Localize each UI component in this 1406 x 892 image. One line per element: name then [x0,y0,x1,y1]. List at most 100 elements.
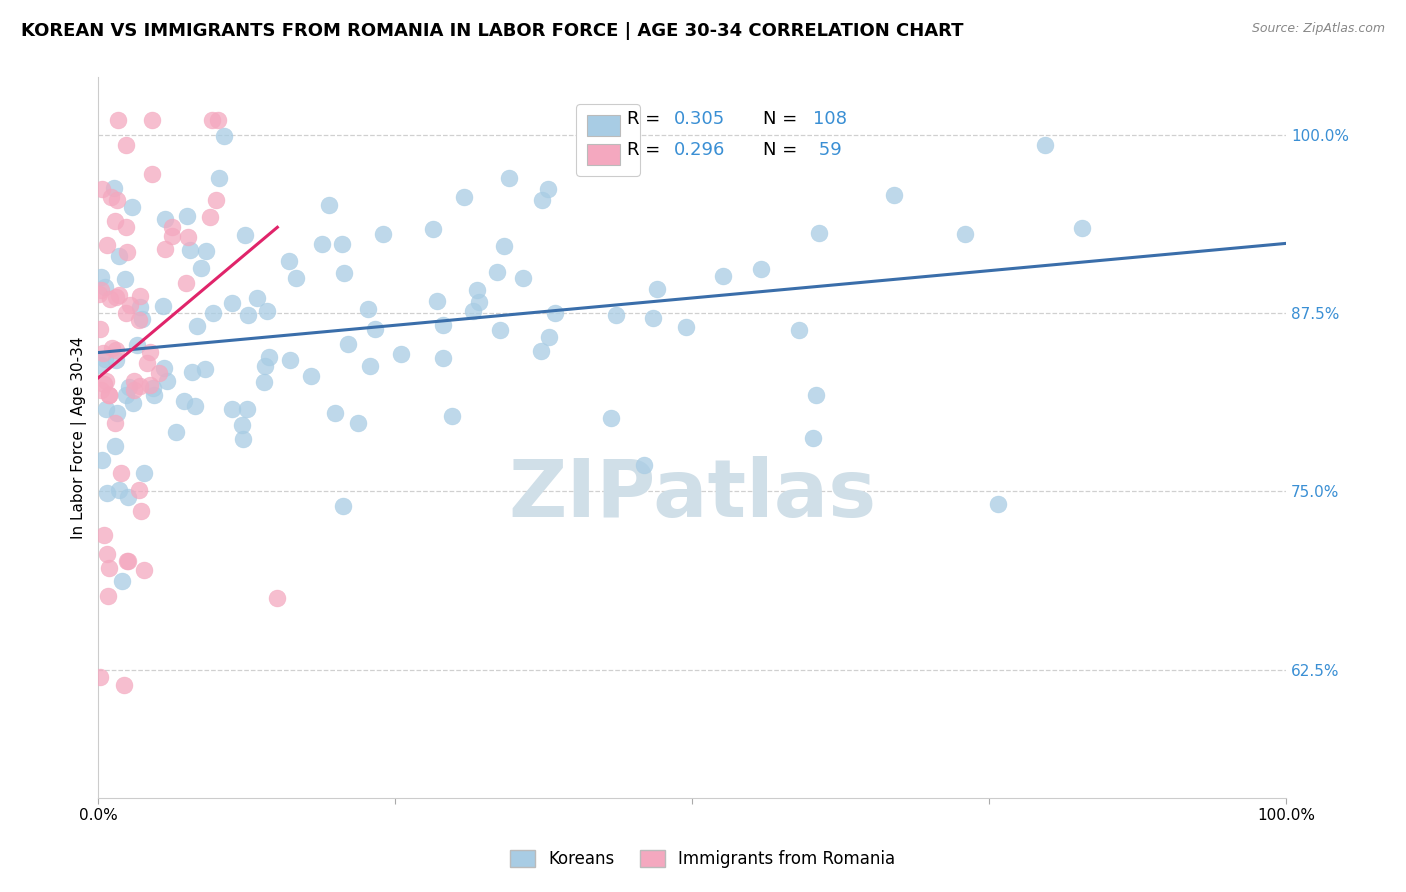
Point [201,306,224,320]
Point [136,356,159,370]
Text: 108: 108 [813,111,848,128]
Point [177,230,200,244]
Point [121,200,143,214]
Point [94,280,117,294]
Point [114,387,136,401]
Point [103,180,125,194]
Point [311,237,333,252]
Point [432,318,454,332]
Point [221,401,243,416]
Text: R =: R = [627,141,666,159]
Point [117,554,139,568]
Point [153,242,176,256]
Point [90,358,112,372]
Text: R =: R = [627,111,666,128]
Point [173,393,195,408]
Point [129,504,152,518]
Point [105,406,128,420]
Point [181,365,204,379]
Point [120,298,142,312]
Point [142,381,165,395]
Point [801,431,824,445]
Point [332,500,354,514]
Point [318,198,340,212]
Point [139,345,162,359]
Point [530,193,553,207]
Point [101,341,124,355]
Text: 0.305: 0.305 [675,111,725,128]
Point [96,375,118,389]
Point [330,237,353,252]
Point [371,227,394,242]
Point [301,368,323,383]
Point [114,305,136,319]
Point [118,380,141,394]
Point [453,190,475,204]
Point [364,322,387,336]
Point [142,388,165,402]
Point [422,222,444,236]
Point [121,396,143,410]
Point [117,490,139,504]
Text: 59: 59 [813,141,842,159]
Point [1033,137,1056,152]
Point [93,377,115,392]
Point [441,409,464,424]
Point [115,138,138,153]
Point [103,214,125,228]
Point [346,417,368,431]
Point [675,320,697,334]
Point [129,289,152,303]
Point [128,483,150,497]
Point [90,270,112,285]
Point [122,374,145,388]
Point [134,563,156,577]
Point [100,190,122,204]
Point [111,574,134,588]
Point [787,323,810,337]
Point [711,268,734,283]
Point [333,266,356,280]
Point [128,300,150,314]
Point [432,351,454,366]
Point [129,378,152,392]
Point [105,290,128,304]
Point [112,678,135,692]
Point [232,433,254,447]
Point [208,170,231,185]
Point [98,388,121,402]
Point [91,182,114,196]
Point [141,113,163,128]
Point [128,313,150,327]
Point [236,308,259,322]
Point [253,359,276,373]
Point [155,211,177,226]
Point [139,377,162,392]
Point [357,302,380,317]
Point [114,271,136,285]
Point [115,220,138,235]
Point [221,295,243,310]
Point [494,239,516,253]
Point [152,299,174,313]
Point [530,343,553,358]
Point [207,113,229,128]
Point [605,309,627,323]
Point [110,466,132,480]
Point [96,485,118,500]
Point [641,311,664,326]
Point [98,292,121,306]
Point [156,375,179,389]
Point [104,439,127,453]
Point [512,270,534,285]
Point [90,383,112,397]
Point [544,306,567,320]
Point [489,323,512,337]
Point [90,283,112,297]
Point [94,401,117,416]
Point [498,170,520,185]
Point [467,295,489,310]
Point [97,388,120,402]
Point [536,182,558,196]
Text: Source: ZipAtlas.com: Source: ZipAtlas.com [1251,22,1385,36]
